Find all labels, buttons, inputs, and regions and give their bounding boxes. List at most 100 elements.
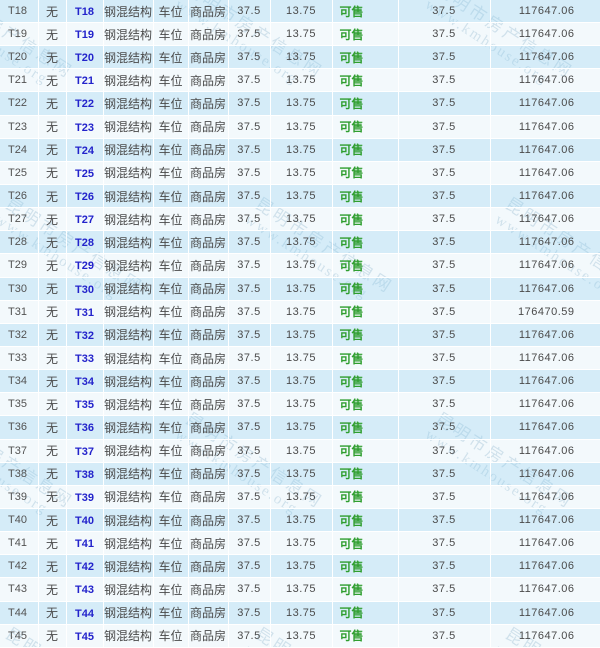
- unit-link[interactable]: T21: [75, 75, 94, 88]
- price-cell: 117647.06: [490, 45, 600, 70]
- unit-link[interactable]: T33: [75, 353, 94, 366]
- structure-cell: 钢混结构: [103, 91, 154, 116]
- unit-link[interactable]: T28: [75, 237, 94, 250]
- unit-link[interactable]: T42: [75, 561, 94, 574]
- area-cell: 37.5: [398, 207, 491, 232]
- area-cell: 37.5: [398, 68, 491, 93]
- unit-link-cell: T42: [66, 554, 104, 579]
- unit-link[interactable]: T20: [75, 52, 94, 65]
- table-row: T35 无 T35 钢混结构 车位 商品房 37.5 13.75 可售 37.5 117647.06: [0, 392, 600, 417]
- structure-cell: 钢混结构: [103, 415, 154, 440]
- unit-link[interactable]: T22: [75, 98, 94, 111]
- status-badge: 可售: [339, 73, 364, 88]
- structure-cell: 钢混结构: [103, 369, 154, 394]
- unit-link[interactable]: T23: [75, 121, 94, 134]
- use-cell: 车位: [153, 577, 189, 602]
- inner-area-cell: 13.75: [270, 392, 333, 417]
- structure-cell: 钢混结构: [103, 439, 154, 463]
- area-cell: 37.5: [398, 439, 491, 463]
- table-row: T18 无 T18 钢混结构 车位 商品房 37.5 13.75 可售 37.5 117647.06: [0, 0, 600, 23]
- price-cell: 117647.06: [490, 253, 600, 278]
- price-cell: 117647.06: [490, 115, 600, 139]
- floor-cell: 无: [38, 68, 67, 93]
- area-cell: 37.5: [398, 508, 491, 533]
- unit-link[interactable]: T30: [75, 283, 94, 296]
- structure-cell: 钢混结构: [103, 323, 154, 347]
- unit-link[interactable]: T43: [75, 584, 94, 597]
- status-badge-cell: 可售: [332, 462, 399, 486]
- unit-link[interactable]: T39: [75, 491, 94, 504]
- unit-id-cell: T25: [0, 161, 39, 185]
- unit-link[interactable]: T19: [75, 29, 94, 42]
- unit-id-cell: T42: [0, 554, 39, 579]
- unit-id-cell: T19: [0, 22, 39, 47]
- unit-link[interactable]: T44: [75, 607, 94, 620]
- area-cell: 37.5: [398, 161, 491, 185]
- unit-link-cell: T21: [66, 68, 104, 93]
- type-cell: 商品房: [188, 115, 229, 139]
- type-cell: 商品房: [188, 369, 229, 394]
- type-cell: 商品房: [188, 601, 229, 625]
- build-area-cell: 37.5: [228, 0, 271, 23]
- build-area-cell: 37.5: [228, 531, 271, 556]
- unit-link[interactable]: T29: [75, 260, 94, 273]
- build-area-cell: 37.5: [228, 415, 271, 440]
- unit-link[interactable]: T32: [75, 329, 94, 342]
- structure-cell: 钢混结构: [103, 207, 154, 232]
- table-row: T36 无 T36 钢混结构 车位 商品房 37.5 13.75 可售 37.5 117647.06: [0, 415, 600, 440]
- unit-link[interactable]: T45: [75, 630, 94, 643]
- build-area-cell: 37.5: [228, 161, 271, 185]
- unit-id-cell: T26: [0, 184, 39, 209]
- unit-link[interactable]: T27: [75, 214, 94, 227]
- unit-link[interactable]: T31: [75, 306, 94, 319]
- table-row: T22 无 T22 钢混结构 车位 商品房 37.5 13.75 可售 37.5 117647.06: [0, 91, 600, 116]
- inner-area-cell: 13.75: [270, 346, 333, 371]
- unit-id-cell: T39: [0, 485, 39, 509]
- status-badge-cell: 可售: [332, 601, 399, 625]
- use-cell: 车位: [153, 68, 189, 93]
- structure-cell: 钢混结构: [103, 462, 154, 486]
- build-area-cell: 37.5: [228, 485, 271, 509]
- status-badge: 可售: [339, 420, 364, 435]
- type-cell: 商品房: [188, 300, 229, 324]
- price-cell: 117647.06: [490, 138, 600, 162]
- unit-link-cell: T43: [66, 577, 104, 602]
- unit-link[interactable]: T34: [75, 376, 94, 389]
- unit-link[interactable]: T18: [75, 6, 94, 18]
- inner-area-cell: 13.75: [270, 22, 333, 47]
- use-cell: 车位: [153, 508, 189, 533]
- inner-area-cell: 13.75: [270, 161, 333, 185]
- unit-link[interactable]: T25: [75, 167, 94, 180]
- price-cell: 176470.59: [490, 300, 600, 324]
- area-cell: 37.5: [398, 230, 491, 255]
- unit-link[interactable]: T40: [75, 515, 94, 528]
- status-badge-cell: 可售: [332, 346, 399, 371]
- area-cell: 37.5: [398, 392, 491, 417]
- build-area-cell: 37.5: [228, 277, 271, 301]
- floor-cell: 无: [38, 554, 67, 579]
- unit-link-cell: T41: [66, 531, 104, 556]
- structure-cell: 钢混结构: [103, 392, 154, 417]
- floor-cell: 无: [38, 624, 67, 648]
- price-cell: 117647.06: [490, 531, 600, 556]
- unit-link[interactable]: T26: [75, 191, 94, 204]
- structure-cell: 钢混结构: [103, 554, 154, 579]
- unit-link[interactable]: T24: [75, 144, 94, 157]
- inner-area-cell: 13.75: [270, 577, 333, 602]
- unit-link[interactable]: T38: [75, 468, 94, 481]
- unit-link[interactable]: T41: [75, 538, 94, 551]
- unit-link[interactable]: T36: [75, 422, 94, 435]
- type-cell: 商品房: [188, 91, 229, 116]
- unit-id-cell: T29: [0, 253, 39, 278]
- unit-link[interactable]: T35: [75, 399, 94, 412]
- unit-link-cell: T36: [66, 415, 104, 440]
- type-cell: 商品房: [188, 277, 229, 301]
- unit-link[interactable]: T37: [75, 445, 94, 458]
- area-cell: 37.5: [398, 554, 491, 579]
- floor-cell: 无: [38, 485, 67, 509]
- price-cell: 117647.06: [490, 462, 600, 486]
- unit-link-cell: T22: [66, 91, 104, 116]
- unit-link-cell: T35: [66, 392, 104, 417]
- status-badge-cell: 可售: [332, 207, 399, 232]
